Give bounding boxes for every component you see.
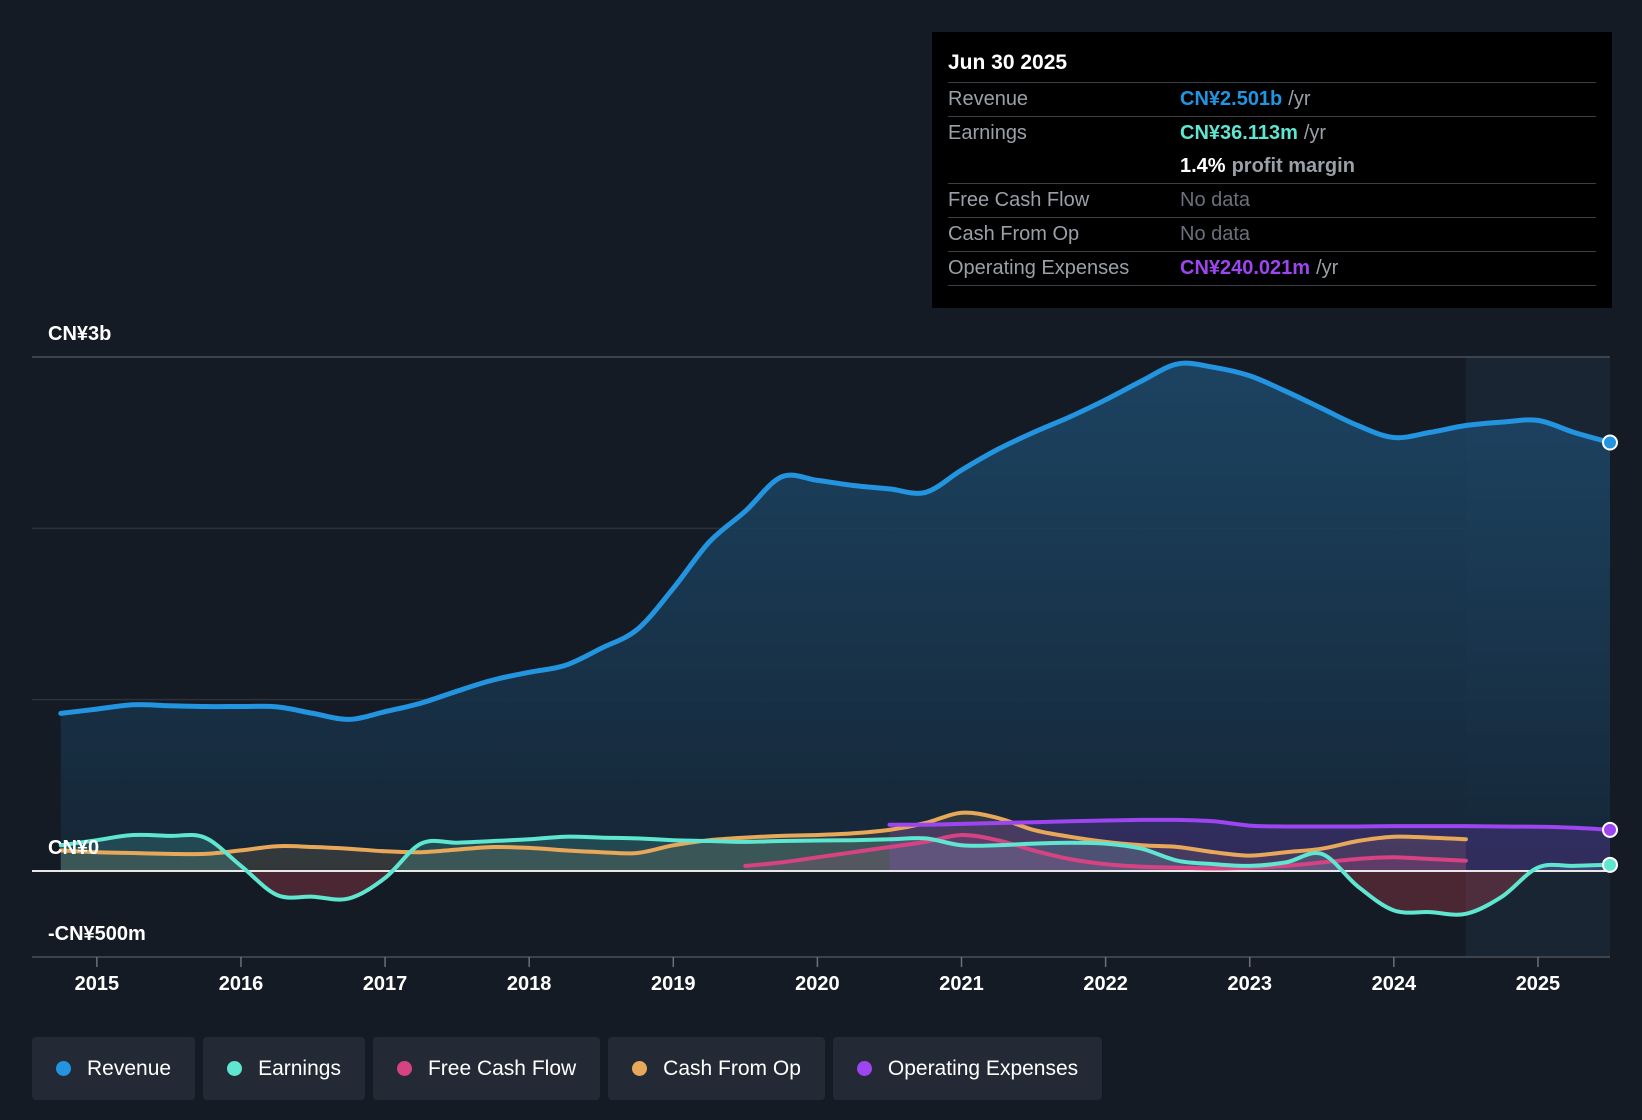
series-lines: [58, 360, 1613, 917]
tooltip-value-revenue: CN¥2.501b: [1180, 88, 1283, 110]
cfo-line: [58, 810, 1468, 858]
tooltip-value-fcf: No data: [1180, 189, 1251, 211]
legend-item-earnings[interactable]: Earnings: [203, 1037, 365, 1100]
legend-label: Free Cash Flow: [427, 1056, 577, 1080]
y-label-top: CN¥3b: [48, 323, 111, 345]
legend-item-cfo[interactable]: Cash From Op: [608, 1037, 825, 1100]
legend-dot-icon: [856, 1061, 872, 1076]
y-label-zero: CN¥0: [48, 837, 99, 859]
legend-dot-icon: [396, 1061, 412, 1076]
series-areas: [60, 363, 1610, 915]
series-end-dots: [1602, 434, 1618, 873]
earnings-end-dot: [1602, 856, 1618, 873]
tooltip-date: Jun 30 2025: [948, 51, 1068, 74]
tooltip-row-margin: 1.4% profit margin: [948, 150, 1596, 183]
tooltip-row-cfo: Cash From Op No data: [948, 217, 1596, 251]
legend-label: Operating Expenses: [887, 1056, 1079, 1080]
revenue-line: [58, 360, 1613, 722]
x-tick-label: 2018: [507, 973, 552, 995]
x-axis-ticks: 2015 2016 2017 2018 2019 2020 2021 2022 2023 2024…: [75, 957, 1561, 995]
tooltip-panel: Jun 30 2025 Revenue CN¥2.501b /yr Earnin…: [932, 32, 1612, 308]
legend-dot-icon: [227, 1061, 243, 1076]
tooltip-label: Free Cash Flow: [948, 189, 1090, 211]
legend-item-fcf[interactable]: Free Cash Flow: [372, 1037, 601, 1100]
x-tick-label: 2019: [651, 973, 696, 995]
revenue-area: [60, 363, 1610, 871]
legend-dot-icon: [632, 1061, 648, 1076]
legend: Revenue Earnings Free Cash Flow Cash Fro…: [32, 1037, 1103, 1100]
legend-label: Revenue: [87, 1056, 172, 1080]
opex-end-dot: [1602, 821, 1618, 838]
tooltip-row-fcf: Free Cash Flow No data: [948, 183, 1596, 217]
x-tick-label: 2025: [1516, 973, 1561, 995]
tooltip-label: Cash From Op: [948, 223, 1080, 245]
x-tick-label: 2022: [1083, 973, 1128, 995]
tooltip-unit: /yr: [1288, 88, 1311, 110]
legend-label: Cash From Op: [663, 1056, 801, 1080]
x-tick-label: 2015: [75, 973, 120, 995]
tooltip-row-opex: Operating Expenses CN¥240.021m /yr: [948, 251, 1596, 286]
x-tick-label: 2023: [1227, 973, 1272, 995]
tooltip-value-opex: CN¥240.021m: [1180, 257, 1311, 279]
tooltip-row-revenue: Revenue CN¥2.501b /yr: [948, 82, 1596, 116]
earnings-area-negative: [60, 871, 1610, 915]
tooltip-value-cfo: No data: [1180, 223, 1251, 245]
legend-label: Earnings: [258, 1056, 341, 1080]
x-tick-label: 2020: [795, 973, 840, 995]
earnings-line: [58, 832, 1612, 917]
x-tick-label: 2017: [363, 973, 408, 995]
tooltip-unit: /yr: [1303, 122, 1327, 144]
revenue-end-dot: [1602, 434, 1618, 451]
y-label-bottom: -CN¥500m: [48, 923, 146, 945]
tooltip-row-earnings: Earnings CN¥36.113m /yr: [948, 116, 1596, 150]
x-tick-label: 2024: [1372, 973, 1417, 995]
tooltip-unit: /yr: [1316, 257, 1339, 279]
tooltip-value-earnings: CN¥36.113m: [1180, 122, 1298, 144]
legend-item-revenue[interactable]: Revenue: [32, 1037, 196, 1100]
x-tick-label: 2021: [939, 973, 984, 995]
tooltip-label: Earnings: [948, 122, 1027, 144]
legend-dot-icon: [56, 1061, 71, 1076]
opex-line: [887, 817, 1612, 832]
tooltip-value-margin: 1.4%: [1180, 155, 1226, 177]
tooltip-label: Operating Expenses: [948, 257, 1130, 279]
fcf-line: [743, 832, 1468, 871]
x-tick-label: 2016: [219, 973, 264, 995]
legend-item-opex[interactable]: Operating Expenses: [832, 1037, 1103, 1100]
tooltip-unit: profit margin: [1231, 155, 1355, 177]
tooltip-label: Revenue: [948, 88, 1029, 110]
fcf-area: [745, 834, 1466, 871]
